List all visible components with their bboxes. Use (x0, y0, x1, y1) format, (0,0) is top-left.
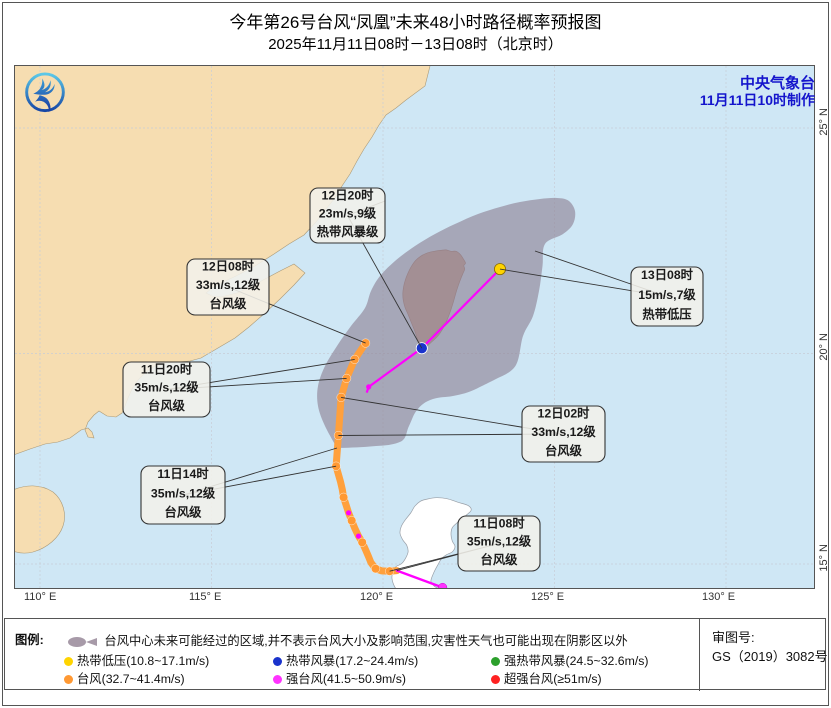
svg-text:33m/s,12级: 33m/s,12级 (531, 424, 596, 439)
svg-text:台风级: 台风级 (148, 398, 186, 413)
svg-text:11日20时: 11日20时 (141, 361, 193, 376)
svg-text:12日20时: 12日20时 (322, 187, 375, 202)
svg-text:台风级: 台风级 (481, 552, 519, 567)
svg-text:12日02时: 12日02时 (538, 406, 591, 421)
svg-text:台风级: 台风级 (545, 443, 583, 458)
svg-text:11日08时: 11日08时 (473, 515, 525, 530)
svg-text:23m/s,9级: 23m/s,9级 (319, 206, 377, 221)
svg-text:35m/s,12级: 35m/s,12级 (134, 380, 199, 395)
svg-text:热带低压: 热带低压 (642, 307, 691, 322)
svg-text:11日14时: 11日14时 (157, 466, 209, 481)
svg-text:35m/s,12级: 35m/s,12级 (151, 485, 216, 500)
svg-text:台风级: 台风级 (165, 505, 203, 520)
svg-text:33m/s,12级: 33m/s,12级 (196, 277, 261, 292)
svg-text:热带风暴级: 热带风暴级 (317, 224, 379, 239)
svg-text:13日08时: 13日08时 (641, 267, 694, 282)
svg-text:15m/s,7级: 15m/s,7级 (638, 287, 696, 302)
svg-text:35m/s,12级: 35m/s,12级 (467, 534, 532, 549)
svg-text:12日08时: 12日08时 (202, 259, 255, 274)
svg-text:台风级: 台风级 (210, 296, 248, 311)
